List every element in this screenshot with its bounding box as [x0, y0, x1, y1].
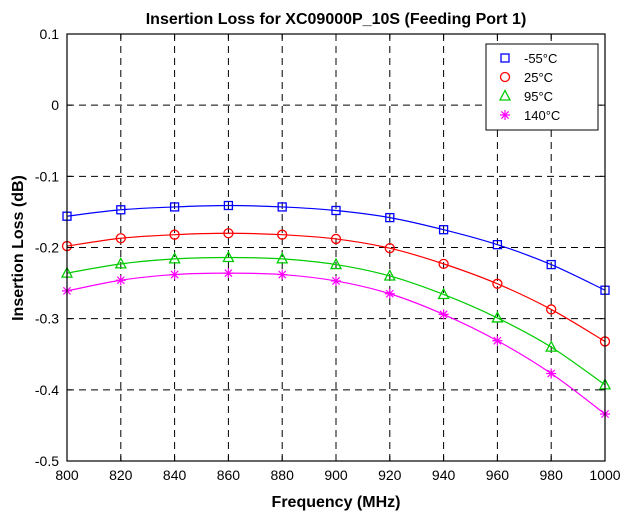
- data-point: [277, 229, 288, 240]
- chart-title: Insertion Loss for XC09000P_10S (Feeding…: [146, 11, 527, 28]
- data-point: [546, 259, 556, 270]
- x-tick-label: 860: [217, 467, 241, 483]
- y-tick-label: -0.4: [35, 382, 59, 398]
- legend-marker: [500, 110, 510, 120]
- data-point: [546, 304, 557, 315]
- data-point: [492, 240, 503, 250]
- y-axis-label: Insertion Loss (dB): [10, 175, 27, 321]
- legend-item: -55°C: [500, 51, 557, 66]
- data-point: [545, 340, 558, 352]
- data-point: [116, 205, 126, 215]
- data-point: [492, 278, 503, 289]
- x-tick-label: 1000: [589, 467, 620, 483]
- x-tick-label: 960: [486, 467, 510, 483]
- data-point: [115, 233, 126, 244]
- data-point: [546, 368, 557, 379]
- data-point: [223, 228, 234, 239]
- data-point: [169, 202, 180, 212]
- series-line: [66, 232, 606, 342]
- legend: -55°C 25°C 95°C 140°C: [485, 43, 599, 131]
- x-tick-label: 820: [109, 467, 133, 483]
- y-tick-label: -0.5: [35, 453, 59, 469]
- legend-label: -55°C: [524, 51, 557, 66]
- data-point: [385, 212, 395, 223]
- data-point: [277, 269, 288, 280]
- series-line: [66, 204, 606, 291]
- data-point: [437, 287, 450, 300]
- legend-item: 140°C: [500, 108, 560, 123]
- series-1: [62, 200, 610, 295]
- data-point: [168, 251, 181, 264]
- legend-label: 140°C: [524, 108, 560, 123]
- y-tick-label: 0: [51, 97, 59, 113]
- data-point: [276, 251, 289, 264]
- data-point: [169, 269, 180, 280]
- legend-label: 25°C: [524, 70, 553, 85]
- legend-marker: [500, 53, 510, 63]
- data-point: [384, 288, 395, 299]
- data-point: [277, 202, 287, 212]
- x-tick-label: 900: [324, 467, 348, 483]
- legend-marker: [498, 89, 512, 101]
- x-tick-label: 840: [163, 467, 187, 483]
- x-tick-label: 880: [271, 467, 295, 483]
- data-point: [329, 257, 343, 270]
- data-point: [438, 309, 449, 320]
- data-point: [331, 275, 341, 286]
- y-tick-label: -0.3: [35, 311, 59, 327]
- data-point: [491, 311, 504, 323]
- x-tick-label: 800: [55, 467, 79, 483]
- data-point: [115, 275, 126, 286]
- y-tick-label: -0.1: [35, 168, 59, 184]
- x-tick-label: 940: [432, 467, 456, 483]
- x-tick-label: 920: [378, 467, 402, 483]
- data-point: [114, 256, 127, 269]
- x-tick-label: 980: [540, 467, 564, 483]
- series-line: [66, 272, 606, 415]
- legend-label: 95°C: [524, 89, 553, 104]
- data-point: [384, 243, 395, 254]
- data-point: [383, 269, 396, 281]
- y-tick-label: 0.1: [40, 26, 60, 42]
- axis-ticks: 800 820 840 860 880 900 920 940 960 980 1000 0.1 0 -0…: [35, 26, 621, 483]
- legend-item: 25°C: [499, 70, 553, 85]
- data-point: [438, 225, 449, 235]
- legend-item: 95°C: [498, 89, 553, 104]
- data-point: [222, 250, 235, 263]
- data-point: [330, 233, 342, 245]
- data-point: [223, 200, 234, 211]
- x-axis-label: Frequency (MHz): [272, 494, 401, 511]
- data-point: [169, 229, 180, 240]
- series-line: [66, 256, 606, 386]
- data-point: [492, 335, 503, 346]
- data-point: [331, 205, 341, 216]
- data-point: [223, 268, 234, 279]
- data-point: [438, 258, 449, 270]
- y-tick-label: -0.2: [35, 240, 59, 256]
- legend-marker: [499, 71, 511, 83]
- series-3: [60, 250, 612, 390]
